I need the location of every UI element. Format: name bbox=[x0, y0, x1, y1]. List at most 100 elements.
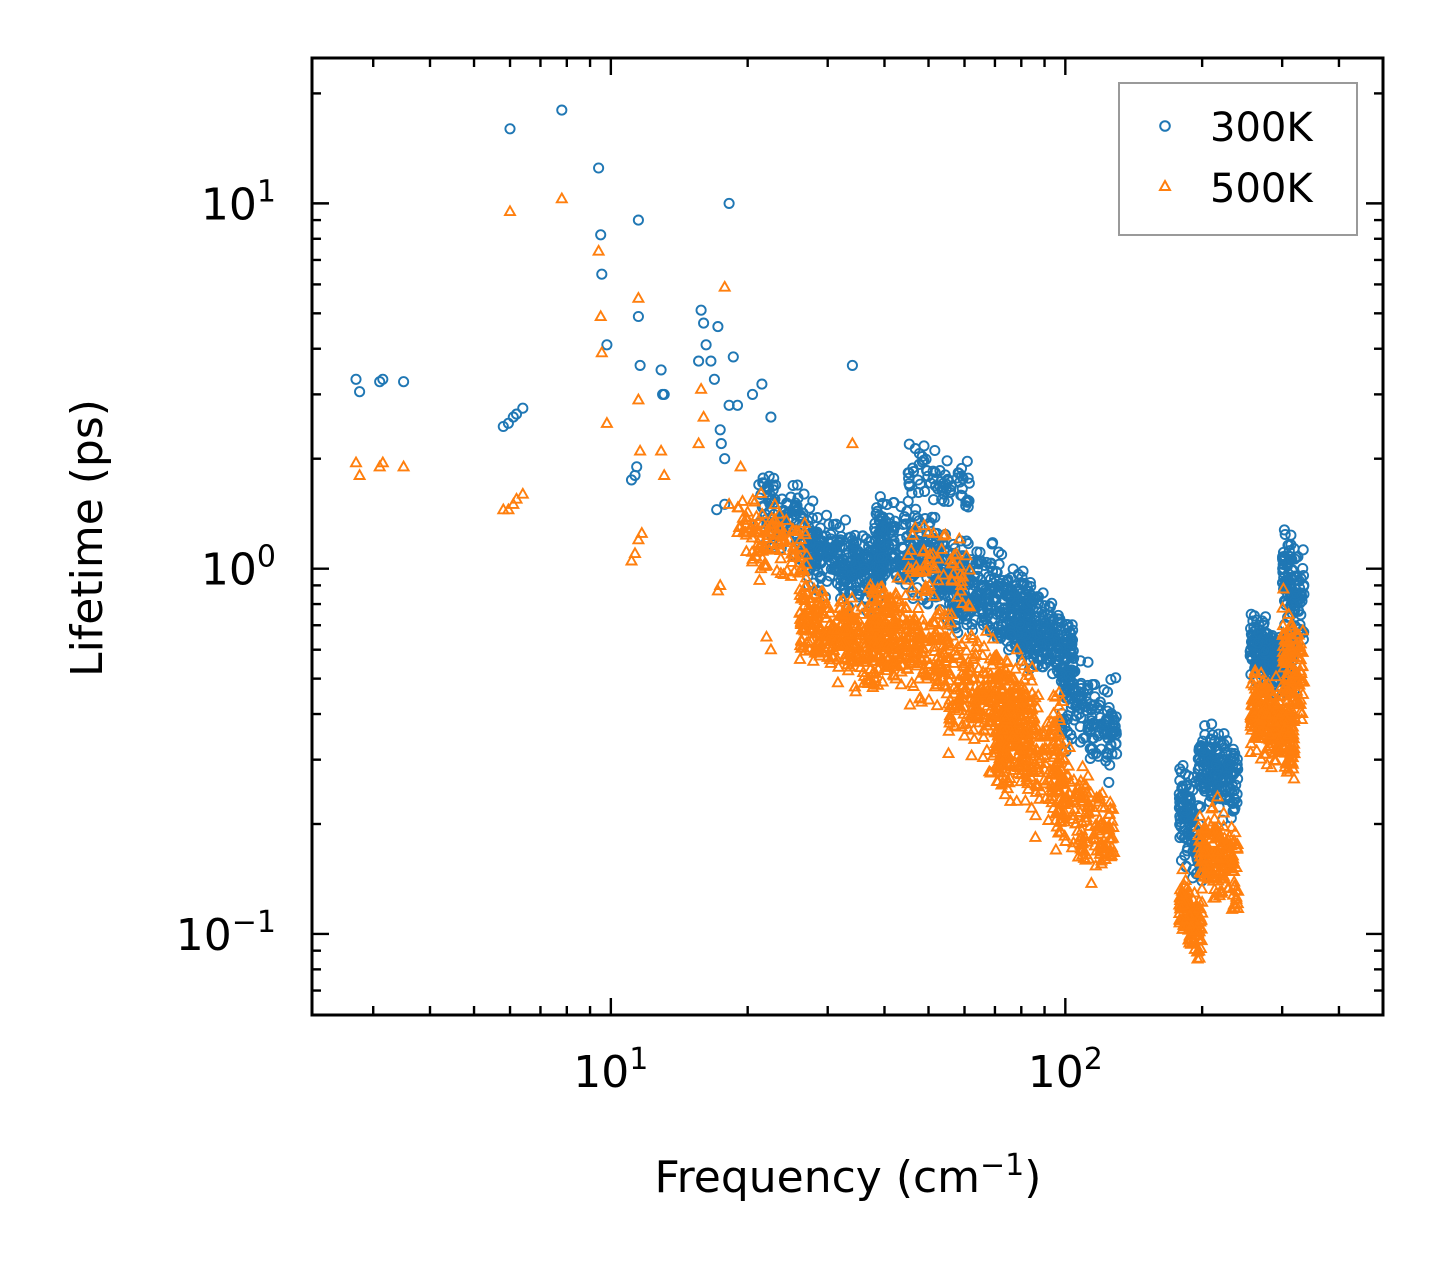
point-500K bbox=[1087, 831, 1101, 844]
point-500K bbox=[803, 643, 817, 655]
point-500K bbox=[886, 602, 900, 614]
point-500K bbox=[785, 546, 800, 559]
point-500K bbox=[995, 755, 1009, 768]
y-tick-label: 10−1 bbox=[176, 905, 276, 961]
point-500K bbox=[903, 697, 917, 710]
point-500K bbox=[739, 544, 754, 557]
point-500K bbox=[891, 570, 905, 583]
point-500K bbox=[1205, 801, 1219, 814]
point-500K bbox=[1246, 698, 1260, 711]
point-300K bbox=[712, 321, 724, 333]
point-500K bbox=[1104, 848, 1119, 861]
point-500K bbox=[696, 409, 711, 422]
point-500K bbox=[1226, 854, 1241, 867]
point-500K bbox=[764, 642, 778, 655]
point-300K bbox=[1005, 629, 1017, 641]
point-500K bbox=[754, 486, 768, 498]
point-500K bbox=[1258, 686, 1272, 699]
point-300K bbox=[1223, 774, 1235, 786]
point-500K bbox=[1291, 650, 1305, 663]
point-500K bbox=[1261, 676, 1275, 689]
point-500K bbox=[1278, 721, 1292, 734]
point-300K bbox=[1176, 830, 1188, 842]
point-500K bbox=[975, 679, 989, 692]
point-500K bbox=[594, 309, 608, 322]
point-500K bbox=[1025, 660, 1039, 672]
point-500K bbox=[657, 468, 671, 480]
point-500K bbox=[1103, 795, 1117, 807]
point-500K bbox=[938, 527, 953, 540]
point-500K bbox=[1001, 669, 1015, 681]
point-500K bbox=[1282, 703, 1297, 716]
point-500K bbox=[1248, 731, 1262, 743]
point-500K bbox=[1276, 713, 1290, 725]
point-300K bbox=[875, 524, 887, 536]
point-500K bbox=[831, 675, 845, 688]
point-300K bbox=[1110, 672, 1122, 684]
point-500K bbox=[1095, 844, 1110, 857]
point-300K bbox=[1258, 617, 1270, 629]
point-300K bbox=[1052, 649, 1064, 661]
point-300K bbox=[956, 483, 968, 495]
point-300K bbox=[1032, 597, 1045, 609]
point-500K bbox=[694, 382, 708, 394]
point-500K bbox=[898, 588, 913, 601]
point-300K bbox=[825, 556, 837, 568]
point-500K bbox=[1210, 789, 1225, 802]
x-tick-label: 102 bbox=[1028, 1042, 1103, 1098]
point-500K bbox=[911, 629, 926, 641]
point-300K bbox=[753, 479, 765, 491]
point-500K bbox=[1260, 757, 1274, 770]
point-300K bbox=[556, 104, 568, 116]
point-500K bbox=[919, 665, 933, 677]
point-300K bbox=[1283, 550, 1295, 563]
point-500K bbox=[1256, 673, 1270, 686]
point-500K bbox=[930, 698, 944, 711]
point-500K bbox=[889, 671, 903, 684]
point-500K bbox=[988, 687, 1002, 700]
legend-label-300k: 300K bbox=[1210, 105, 1314, 151]
point-500K bbox=[1279, 648, 1294, 661]
point-500K bbox=[1001, 655, 1015, 667]
point-500K bbox=[913, 690, 927, 703]
point-300K bbox=[715, 438, 727, 450]
point-300K bbox=[1064, 634, 1076, 646]
point-300K bbox=[1062, 619, 1074, 631]
point-500K bbox=[1201, 850, 1215, 863]
point-500K bbox=[1297, 674, 1311, 687]
point-500K bbox=[1264, 684, 1279, 697]
point-500K bbox=[1262, 722, 1276, 735]
point-300K bbox=[857, 530, 869, 542]
point-500K bbox=[1101, 807, 1116, 820]
point-500K bbox=[1072, 787, 1086, 799]
point-500K bbox=[1292, 627, 1306, 640]
point-300K bbox=[993, 546, 1005, 558]
point-500K bbox=[1018, 793, 1033, 806]
point-300K bbox=[881, 499, 893, 511]
point-500K bbox=[898, 617, 913, 630]
point-500K bbox=[1088, 817, 1103, 830]
point-500K bbox=[1290, 683, 1304, 696]
point-500K bbox=[986, 748, 1000, 761]
point-300K bbox=[1092, 750, 1104, 762]
point-500K bbox=[1207, 846, 1221, 858]
point-300K bbox=[1040, 658, 1052, 670]
point-500K bbox=[1058, 834, 1073, 846]
point-500K bbox=[993, 734, 1008, 746]
point-500K bbox=[1282, 607, 1296, 619]
point-500K bbox=[992, 729, 1006, 742]
point-500K bbox=[1027, 757, 1042, 769]
point-300K bbox=[926, 511, 938, 523]
legend-marker-500k bbox=[1158, 178, 1172, 191]
point-500K bbox=[1097, 817, 1111, 830]
point-500K bbox=[794, 563, 808, 575]
point-500K bbox=[964, 628, 979, 640]
point-300K bbox=[812, 529, 824, 541]
point-300K bbox=[695, 304, 707, 316]
x-tick-label: 101 bbox=[573, 1042, 648, 1098]
point-300K bbox=[845, 556, 857, 568]
point-300K bbox=[836, 541, 848, 553]
point-300K bbox=[942, 591, 954, 603]
point-300K bbox=[1052, 642, 1064, 655]
point-500K bbox=[849, 638, 864, 650]
